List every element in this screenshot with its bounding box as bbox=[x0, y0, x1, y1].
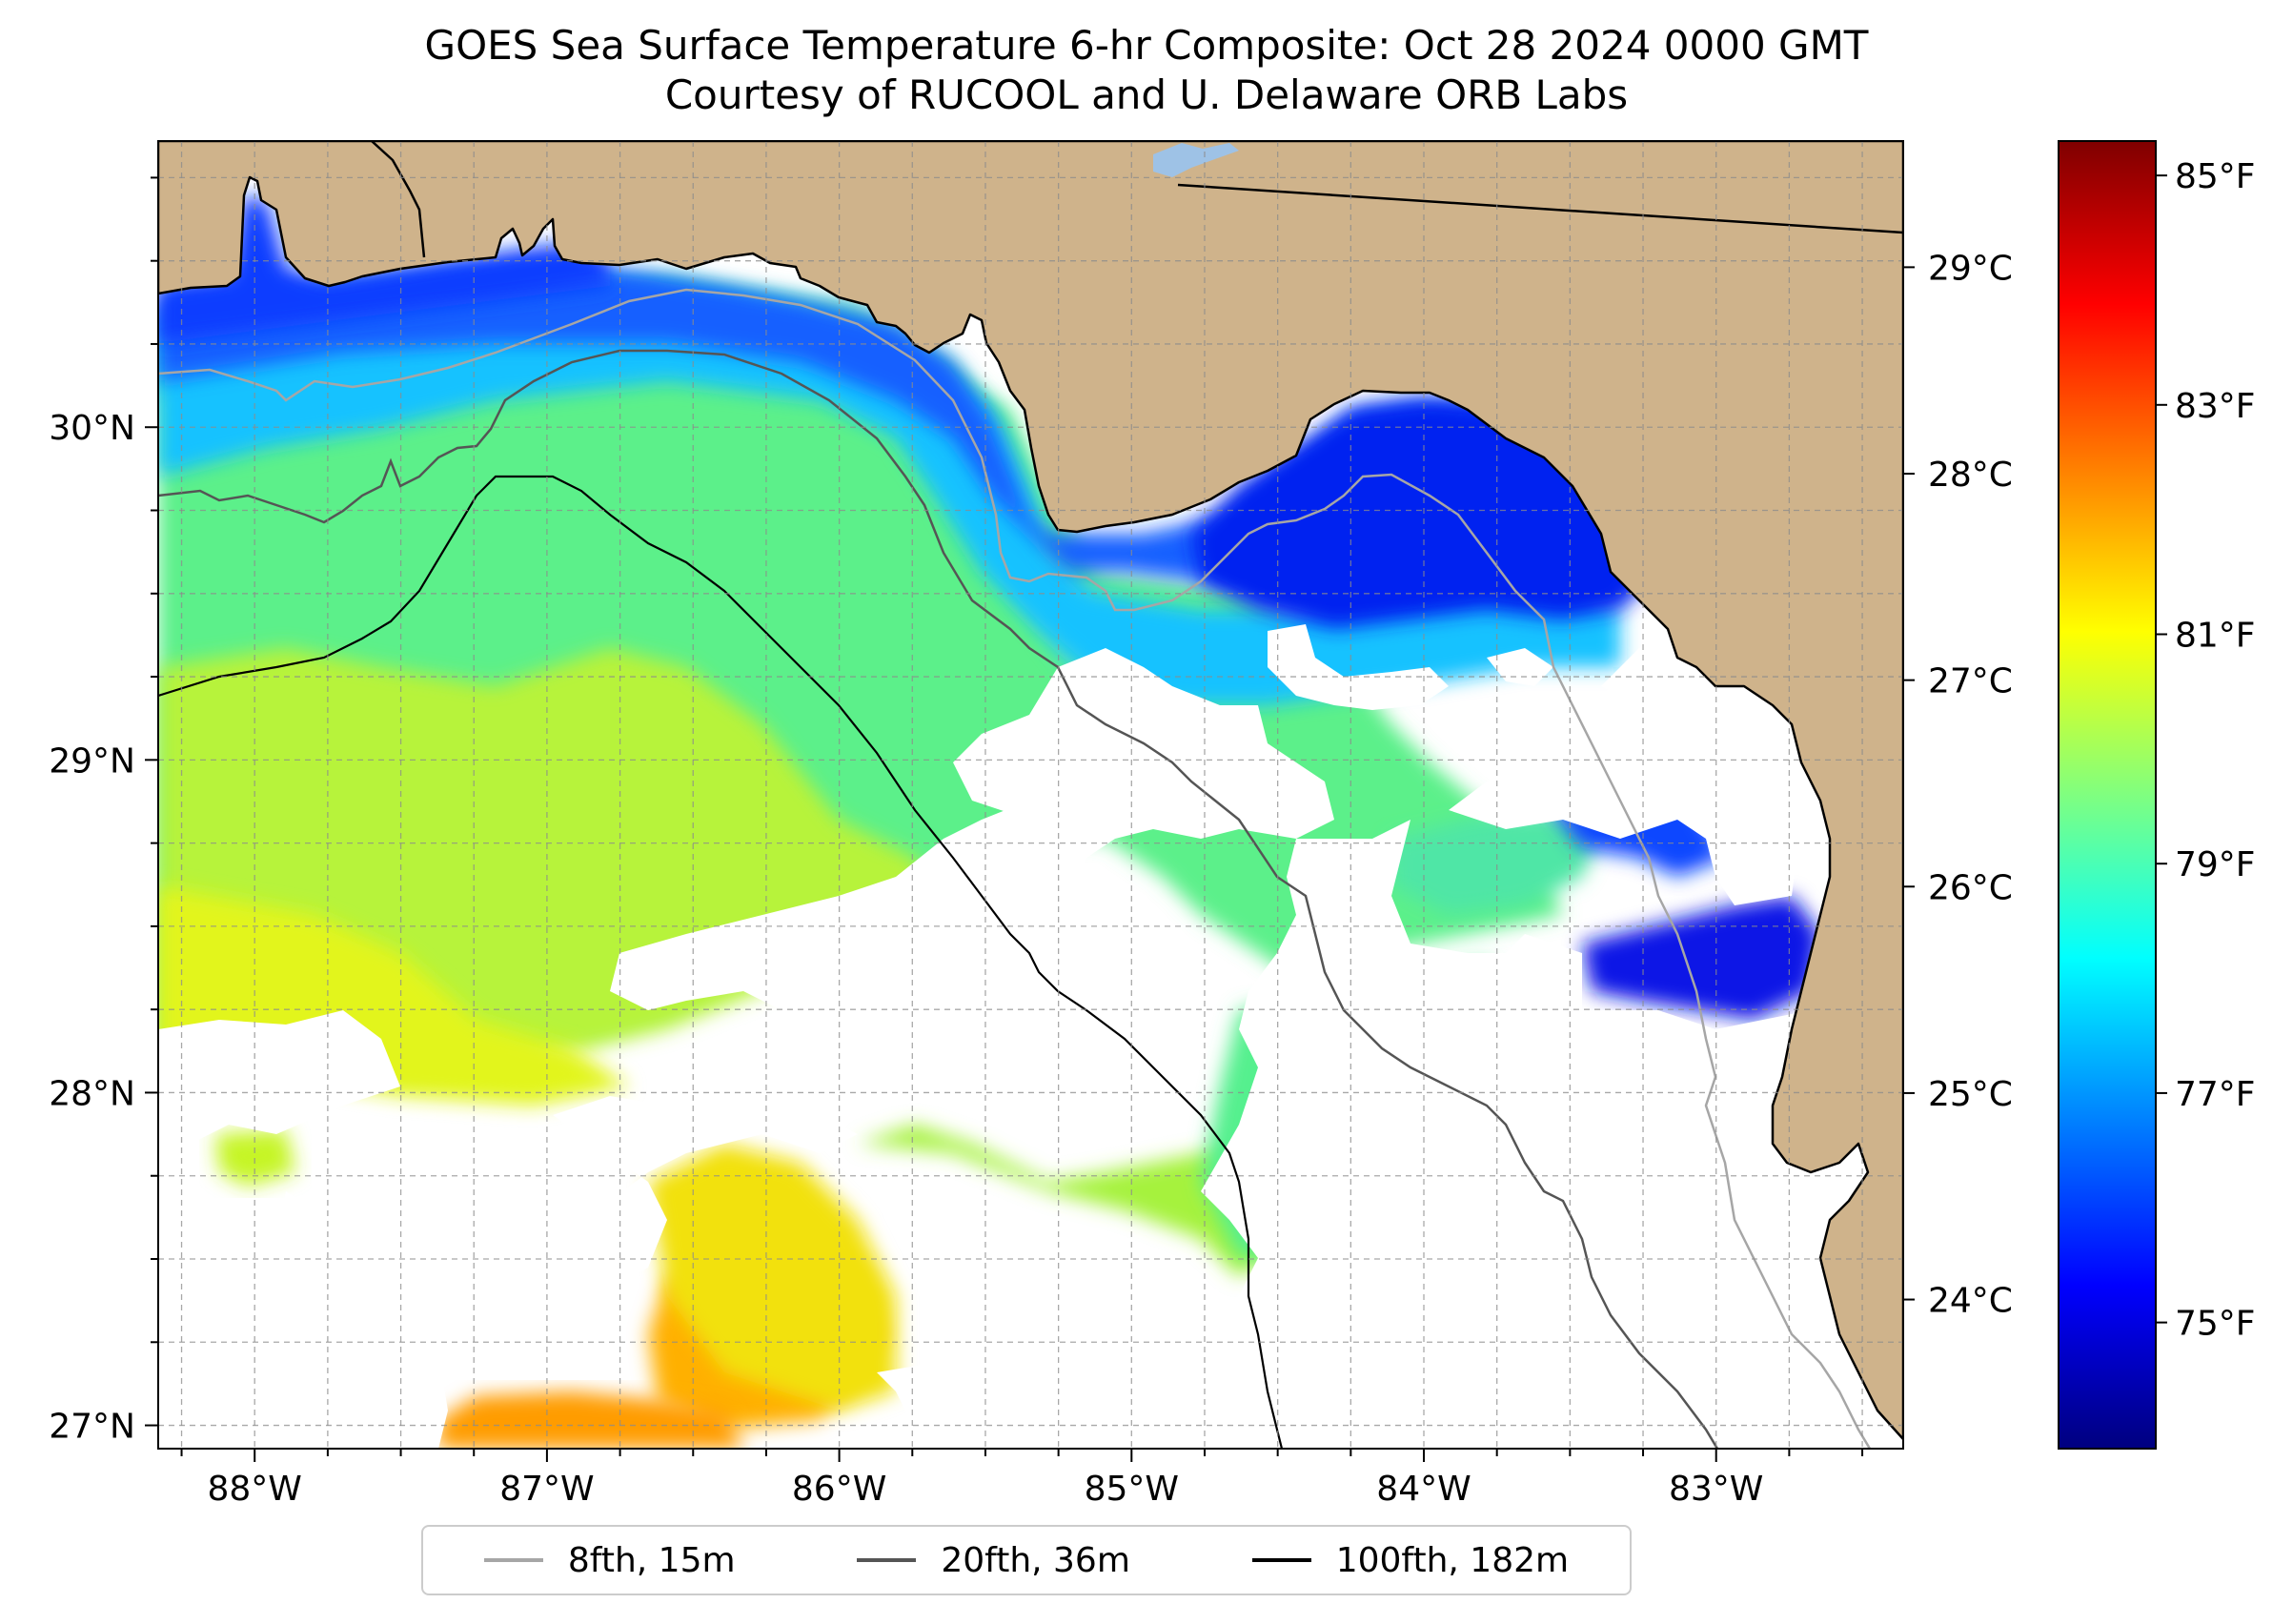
legend-label-100fth: 100fth, 182m bbox=[1335, 1540, 1570, 1580]
isobath-8fth bbox=[158, 288, 1872, 1449]
isobath-100fth bbox=[158, 475, 1284, 1449]
map-panel bbox=[158, 141, 1903, 1449]
colorbar-c-label: 27°C bbox=[1928, 662, 2013, 701]
sst-blue-panhandle-bays bbox=[158, 195, 610, 343]
longitude-axis: 88°W 87°W 86°W 85°W 84°W 83°W bbox=[180, 1449, 1864, 1509]
sst-blue-east-patch-2 bbox=[1582, 896, 1820, 1020]
colorbar-f-label: 85°F bbox=[2175, 157, 2256, 196]
lat-tick-label: 28°N bbox=[49, 1074, 135, 1113]
land-north-coast bbox=[158, 141, 1903, 1441]
colorbar-frame bbox=[2058, 140, 2157, 1450]
no-data-mask bbox=[158, 624, 1830, 1449]
colorbar-gradient bbox=[2059, 141, 2156, 1449]
cloud-mask-east-central bbox=[953, 648, 1334, 858]
latitude-axis: 27°N 28°N 29°N 30°N bbox=[49, 176, 158, 1447]
lon-tick-label: 86°W bbox=[792, 1470, 886, 1509]
legend-swatch-100fth bbox=[1251, 1558, 1311, 1562]
cloud-mask-far-east bbox=[1449, 629, 1811, 905]
title-line-2: Courtesy of RUCOOL and U. Delaware ORB L… bbox=[664, 71, 1629, 118]
legend: 8fth, 15m 20fth, 36m 100fth, 182m bbox=[421, 1525, 1632, 1595]
lat-tick-label: 29°N bbox=[49, 741, 135, 781]
sst-cyan-coastal-band bbox=[158, 276, 1620, 705]
colorbar-f-label: 81°F bbox=[2175, 617, 2256, 656]
colorbar-c-label: 26°C bbox=[1928, 868, 2013, 907]
colorbar-f-label: 77°F bbox=[2175, 1075, 2256, 1114]
lon-tick-label: 84°W bbox=[1376, 1470, 1471, 1509]
map-frame bbox=[157, 140, 1904, 1450]
legend-item-100fth: 100fth, 182m bbox=[1251, 1540, 1570, 1580]
lat-tick-label: 30°N bbox=[49, 409, 135, 448]
legend-swatch-8fth bbox=[483, 1558, 543, 1562]
lon-tick-label: 85°W bbox=[1085, 1470, 1179, 1509]
cloud-mask-southwest bbox=[158, 1010, 400, 1144]
lon-tick-label: 87°W bbox=[499, 1470, 594, 1509]
cloud-mask-south-central bbox=[158, 1096, 858, 1449]
isobath-8fth-line bbox=[158, 288, 1872, 1449]
colorbar-c-label: 28°C bbox=[1928, 456, 2013, 495]
colorbar-c-label: 29°C bbox=[1928, 249, 2013, 288]
sst-orange-south-strip bbox=[438, 1391, 743, 1449]
colorbar-celsius-ticks: 24°C 25°C 26°C 27°C 28°C 29°C bbox=[1903, 249, 2013, 1321]
legend-item-20fth: 20fth, 36m bbox=[857, 1541, 1130, 1580]
cloud-mask-bigbend-hole bbox=[1268, 624, 1449, 710]
colorbar-fahrenheit-ticks: 75°F 77°F 79°F 81°F 83°F 85°F bbox=[2156, 157, 2256, 1344]
legend-swatch-20fth bbox=[857, 1558, 917, 1562]
lake bbox=[1153, 143, 1239, 177]
sst-green-east-patch bbox=[1391, 810, 1601, 915]
legend-label-8fth: 8fth, 15m bbox=[567, 1540, 736, 1580]
title-line-1: GOES Sea Surface Temperature 6-hr Compos… bbox=[424, 22, 1869, 69]
colorbar-f-label: 83°F bbox=[2175, 387, 2256, 426]
legend-label-20fth: 20fth, 36m bbox=[941, 1540, 1130, 1580]
title-block: GOES Sea Surface Temperature 6-hr Compos… bbox=[0, 21, 2293, 120]
lon-tick-label: 83°W bbox=[1669, 1470, 1763, 1509]
state-border bbox=[1177, 183, 1903, 234]
colorbar-f-label: 79°F bbox=[2175, 845, 2256, 884]
colorbar-c-label: 25°C bbox=[1928, 1075, 2013, 1114]
cloud-mask-southeast bbox=[877, 820, 1582, 1449]
cloud-mask-central bbox=[610, 801, 1086, 1010]
sst-green-small-west bbox=[215, 1129, 295, 1187]
isobath-100fth-line bbox=[158, 475, 1284, 1449]
land bbox=[158, 141, 1903, 1441]
legend-item-8fth: 8fth, 15m bbox=[483, 1540, 736, 1580]
lat-tick-label: 27°N bbox=[49, 1408, 135, 1447]
sst-yellow-south-patch bbox=[648, 1144, 896, 1411]
gridlines bbox=[158, 141, 1903, 1449]
isobath-20fth-line bbox=[158, 349, 1719, 1449]
colorbar-f-label: 75°F bbox=[2175, 1305, 2256, 1344]
state-border-al-fl bbox=[371, 141, 426, 258]
colorbar-c-label: 24°C bbox=[1928, 1282, 2013, 1321]
isobath-20fth bbox=[158, 349, 1719, 1449]
lon-tick-label: 88°W bbox=[208, 1470, 302, 1509]
cloud-mask-southeast-coast bbox=[1534, 1010, 1830, 1449]
